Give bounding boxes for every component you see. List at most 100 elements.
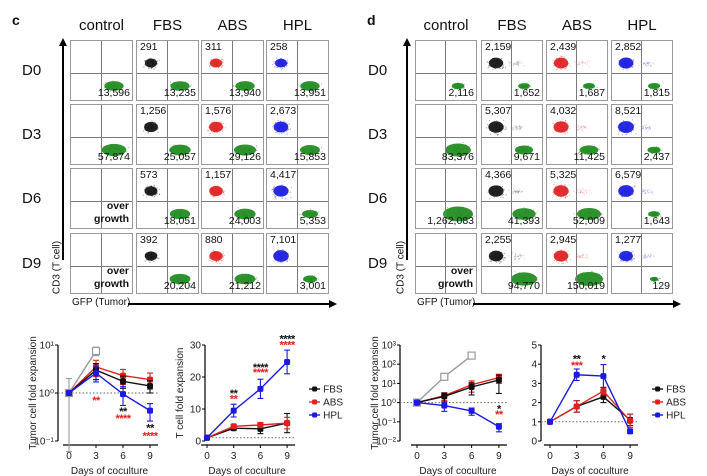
flow-plot-d0-abs: 311 13,940 xyxy=(201,40,264,101)
gate-horizontal-line xyxy=(267,137,328,138)
flow-plot-d0-hpl: 2,852 1,815 xyxy=(611,40,673,101)
gate-horizontal-line xyxy=(482,137,542,138)
tumor-cluster xyxy=(234,273,256,285)
tcell-cluster xyxy=(488,57,504,69)
y-tick-label: 5 xyxy=(531,341,537,352)
gate-vertical-line xyxy=(167,41,168,100)
gate-horizontal-line xyxy=(202,266,263,267)
y-axis-arrowhead-icon xyxy=(59,38,67,46)
x-tick-label: 3 xyxy=(93,451,99,462)
data-point-fbs xyxy=(468,383,475,390)
tumor-cluster xyxy=(303,275,317,283)
y-tick-label: 10² xyxy=(382,360,397,371)
flow-plot-d9-hpl: 1,277 129 xyxy=(611,233,673,294)
tumor-cluster xyxy=(512,208,536,220)
gate-vertical-line xyxy=(576,169,577,228)
flow-plot-d3-abs: 1,576 29,126 xyxy=(201,104,264,165)
gate-vertical-line xyxy=(641,234,642,293)
gate-horizontal-line xyxy=(71,73,132,74)
x-tick-label: 9 xyxy=(284,451,290,462)
data-point-abs xyxy=(284,420,291,427)
y-axis-label: Tumor cell fold expansion xyxy=(28,336,39,450)
scatter-dots xyxy=(444,141,471,158)
gate-horizontal-line xyxy=(267,73,328,74)
flow-plot-d6-control: 1,262,083 xyxy=(415,168,477,229)
data-point-hpl xyxy=(204,434,210,441)
tumor-count: 13,596 xyxy=(97,87,130,99)
gate-horizontal-line xyxy=(547,137,607,138)
data-point-hpl xyxy=(441,402,448,409)
tumor-count: 129 xyxy=(652,280,670,292)
x-tick-label: 0 xyxy=(414,451,420,462)
gate-vertical-line xyxy=(167,169,168,228)
flow-plot-d6-fbs: 4,366 41,393 xyxy=(481,168,543,229)
scatter-dots xyxy=(618,57,662,90)
legend-marker-hpl xyxy=(312,412,318,418)
x-tick-label: 0 xyxy=(204,451,210,462)
data-point-fbs xyxy=(120,378,126,385)
scatter-dots xyxy=(486,119,534,156)
x-axis-label: Days of coculture xyxy=(419,466,497,476)
legend-label-abs: ABS xyxy=(323,398,343,409)
tcell-cluster xyxy=(273,250,289,262)
tcell-count: 258 xyxy=(270,41,288,53)
x-tick-label: 6 xyxy=(120,451,126,462)
tumor-cluster xyxy=(514,145,534,155)
series-line-hpl xyxy=(416,401,500,428)
tcell-cluster xyxy=(144,251,158,261)
flow-plot-d3-hpl: 8,521 2,437 xyxy=(611,104,673,165)
flow-plot-d3-hpl: 2,673 15,853 xyxy=(266,104,329,165)
scatter-dots xyxy=(207,121,259,158)
tumor-count: 83,376 xyxy=(441,151,474,163)
flow-plot-d9-hpl: 7,101 3,001 xyxy=(266,233,329,294)
gate-vertical-line xyxy=(297,41,298,100)
gate-horizontal-line xyxy=(482,73,542,74)
flow-plot-d0-abs: 2,439 1,687 xyxy=(546,40,608,101)
gate-vertical-line xyxy=(641,41,642,100)
tcell-count: 5,307 xyxy=(485,105,512,117)
tcell-count: 291 xyxy=(140,41,158,53)
x-tick-label: 9 xyxy=(496,451,502,462)
gate-horizontal-line xyxy=(202,201,263,202)
column-header-hpl: HPL xyxy=(627,17,657,34)
y-axis-label: T cell fold expansion xyxy=(175,348,186,439)
tumor-cluster xyxy=(104,81,124,91)
tcell-count: 2,159 xyxy=(485,41,512,53)
x-tick-label: 3 xyxy=(231,451,237,462)
gate-vertical-line xyxy=(511,169,512,228)
data-point-hpl xyxy=(66,390,72,396)
significance-marker: ** xyxy=(573,353,582,365)
tcell-count: 2,255 xyxy=(485,234,512,246)
gate-vertical-line xyxy=(445,41,446,100)
tumor-cluster xyxy=(510,272,538,286)
data-point-hpl xyxy=(547,418,553,425)
tcell-cluster xyxy=(488,121,504,133)
significance-marker: ** xyxy=(230,388,239,400)
tcell-count: 4,366 xyxy=(485,169,512,181)
data-point-hpl xyxy=(284,358,291,365)
x-tick-label: 0 xyxy=(547,451,553,462)
y-tick-label: 2 xyxy=(531,398,537,409)
row-header-d9: D9 xyxy=(22,254,42,272)
tumor-count: 18,051 xyxy=(163,215,196,227)
y-tick-label: 4 xyxy=(531,360,537,371)
scatter-dots xyxy=(553,249,604,287)
data-point-control xyxy=(440,372,449,381)
scatter-dots xyxy=(451,82,465,90)
row-header-d3: D3 xyxy=(368,125,388,143)
tumor-cluster xyxy=(169,144,191,156)
tumor-count: 2,116 xyxy=(448,87,475,99)
scatter-dots xyxy=(100,143,130,158)
gate-vertical-line xyxy=(167,105,168,164)
flow-plot-d0-hpl: 258 13,951 xyxy=(266,40,329,101)
gate-vertical-line xyxy=(511,234,512,293)
tcell-cluster xyxy=(553,185,569,197)
gate-horizontal-line xyxy=(547,201,607,202)
gate-vertical-line xyxy=(232,234,233,293)
gate-horizontal-line xyxy=(71,137,132,138)
tcell-count: 2,945 xyxy=(550,234,577,246)
x-tick-label: 6 xyxy=(469,451,475,462)
gate-vertical-line xyxy=(576,41,577,100)
significance-marker: *** xyxy=(571,360,584,372)
gate-vertical-line xyxy=(511,105,512,164)
